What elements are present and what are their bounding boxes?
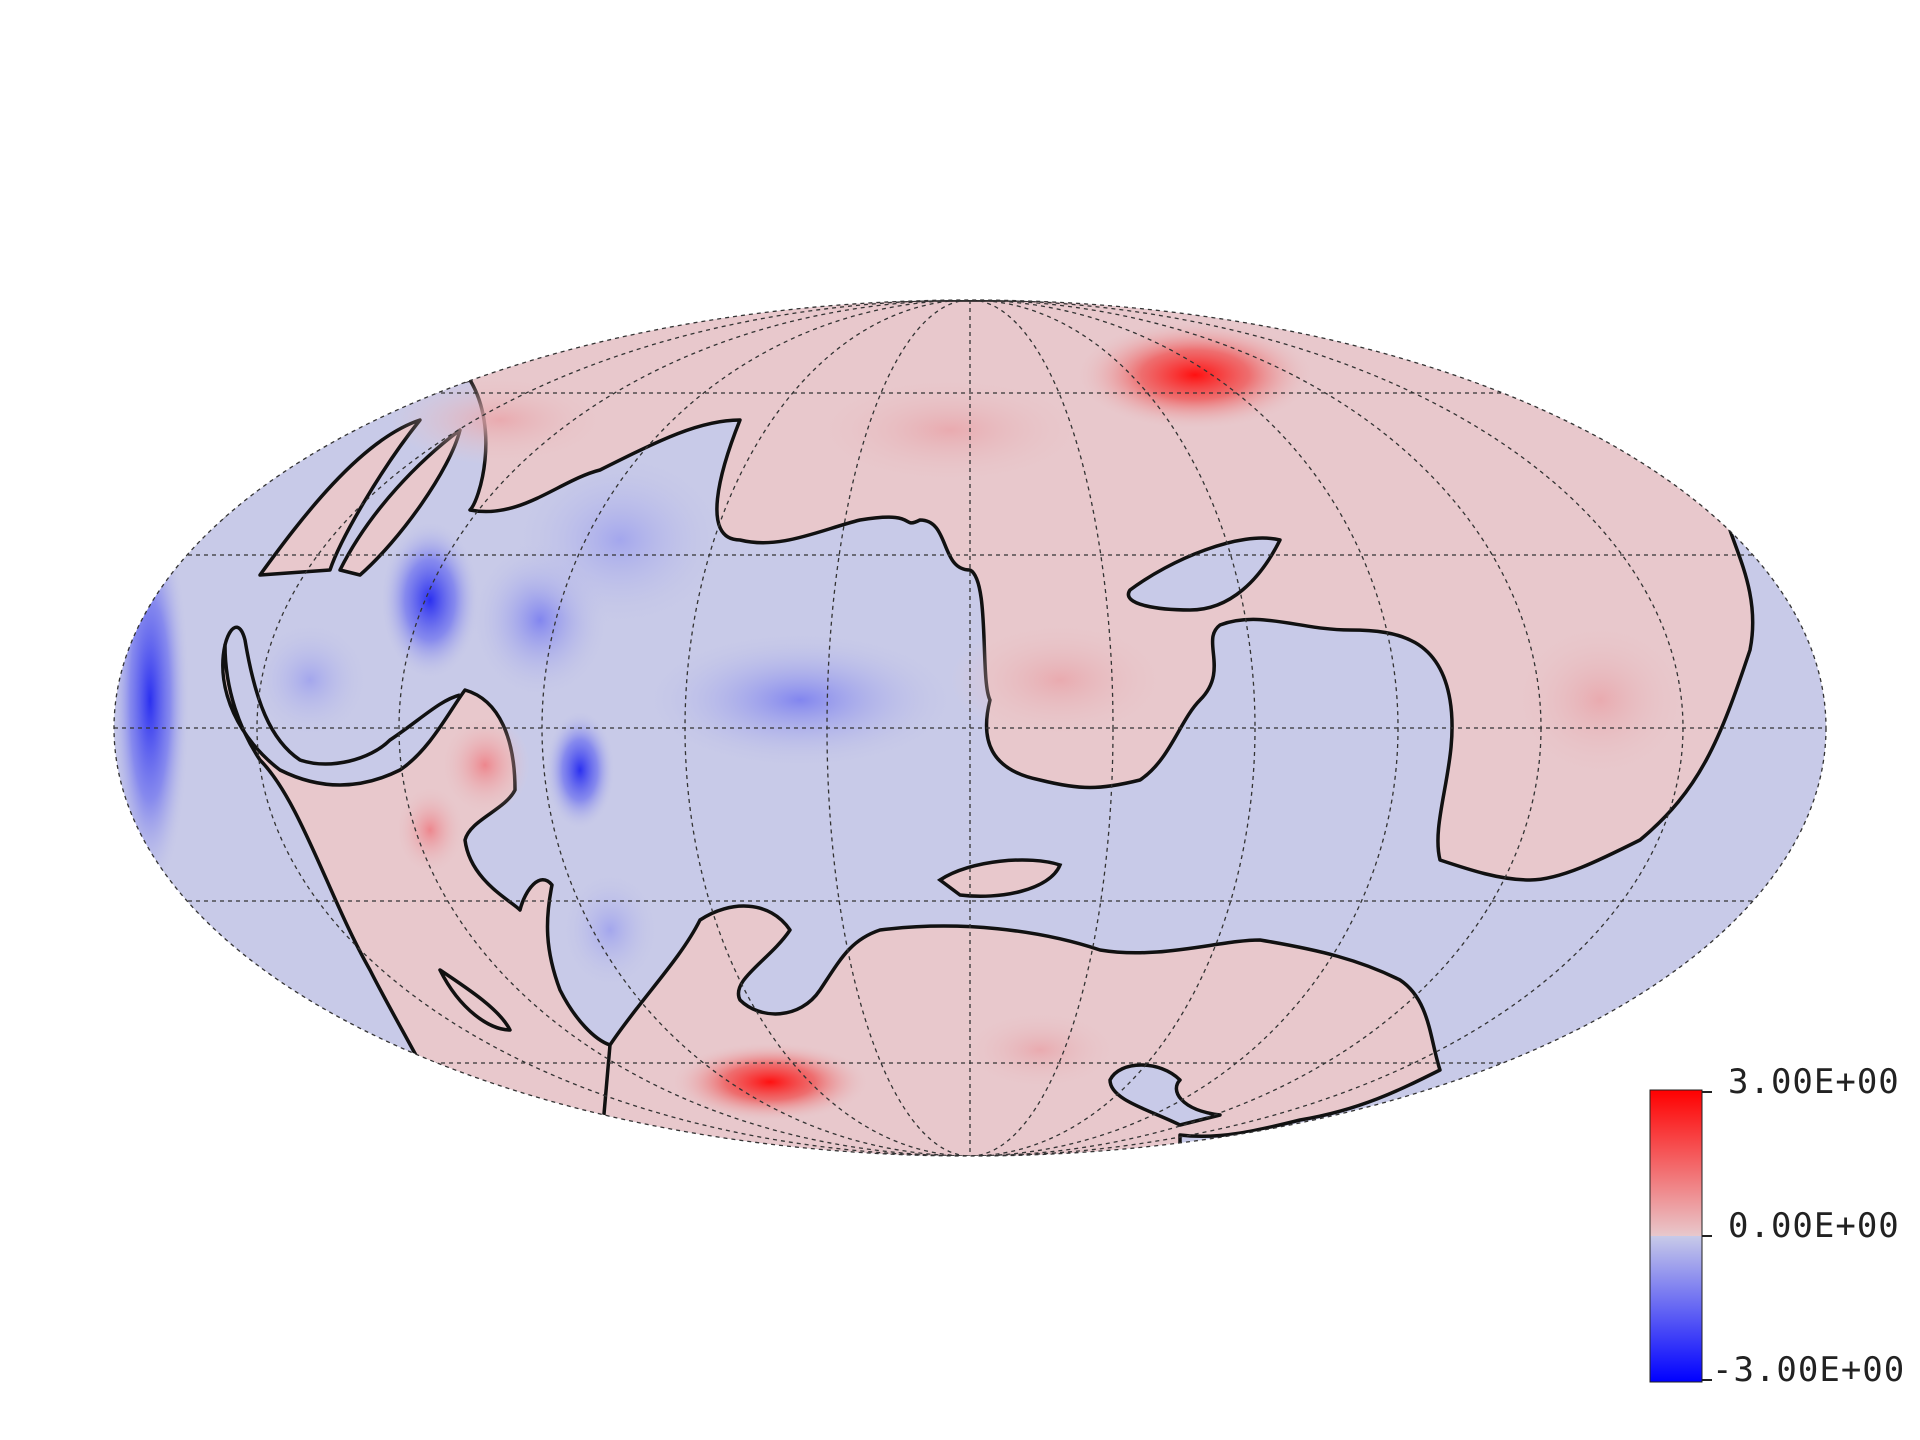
globe-field	[114, 300, 1826, 1156]
meridian-line	[398, 300, 1542, 1156]
negative-anomaly	[545, 710, 615, 830]
colorbar-min-label: -3.00E+00	[1712, 1350, 1906, 1390]
positive-anomaly	[670, 1042, 870, 1122]
meridian-line	[541, 300, 1399, 1156]
meridian-line	[826, 300, 1114, 1156]
positive-anomaly	[440, 715, 530, 815]
negative-anomaly	[250, 620, 370, 740]
negative-anomaly	[640, 630, 960, 770]
negative-islands	[1108, 536, 1282, 1127]
positive-anomaly	[1510, 620, 1690, 780]
positive-anomaly	[395, 785, 465, 875]
positive-anomaly	[950, 620, 1170, 740]
negative-anomaly	[560, 870, 660, 990]
positive-anomaly	[810, 375, 1090, 485]
globe-outline	[113, 299, 1827, 1157]
negative-anomaly	[380, 520, 480, 680]
meridian-line	[256, 300, 1684, 1156]
meridian-line	[684, 300, 1256, 1156]
colorbar-gradient	[1649, 1089, 1703, 1383]
colorbar-mid-label: 0.00E+00	[1728, 1206, 1900, 1246]
positive-anomaly	[390, 375, 610, 465]
positive-anomaly	[1075, 320, 1315, 430]
negative-anomaly	[114, 500, 190, 900]
negative-anomaly	[510, 450, 730, 630]
colorbar	[1649, 1089, 1712, 1383]
positive-anomaly	[960, 1010, 1120, 1090]
colorbar-max-label: 3.00E+00	[1728, 1062, 1900, 1102]
graticule	[114, 300, 1826, 1156]
